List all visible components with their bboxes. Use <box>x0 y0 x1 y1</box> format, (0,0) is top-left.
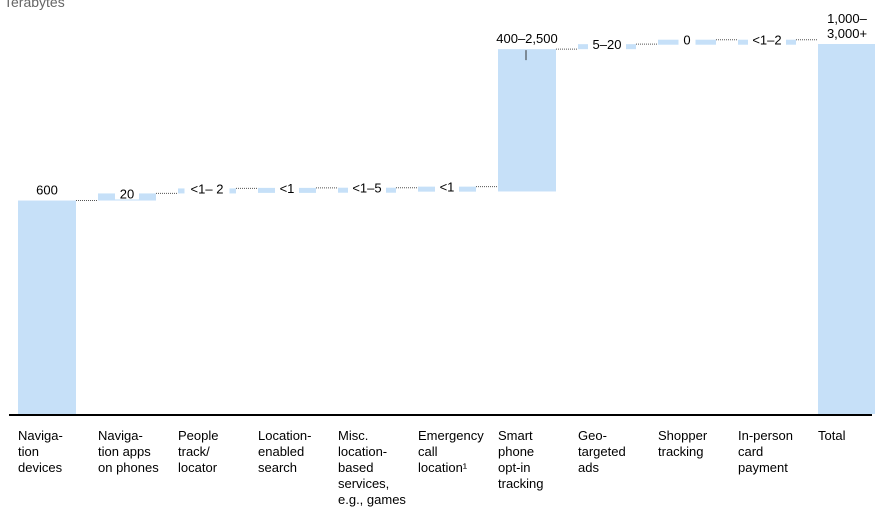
data-label-bg <box>588 36 626 51</box>
category-label: People track/locator <box>178 428 218 475</box>
category-label-line: tion apps <box>98 444 151 459</box>
data-label-bg <box>678 31 696 46</box>
data-label-line: 400–2,500 <box>496 31 557 46</box>
data-label-bg <box>435 178 459 193</box>
category-label-line: card <box>738 444 763 459</box>
category-label-line: Naviga- <box>98 428 143 443</box>
category-label-line: opt-in <box>498 460 531 475</box>
category-label: Total <box>818 428 846 443</box>
category-label: Shopper tracking <box>658 428 708 459</box>
category-label-line: location- <box>338 444 387 459</box>
category-label-line: based <box>338 460 373 475</box>
category-label-line: tion <box>18 444 39 459</box>
data-label: 1,000– 3,000+ <box>827 11 868 41</box>
category-label: In-person card payment <box>738 428 793 475</box>
category-label-line: People <box>178 428 218 443</box>
category-label: Naviga-tion devices <box>18 428 63 475</box>
data-label: <1–5 <box>352 181 381 196</box>
data-label-line: 1,000– <box>827 11 868 26</box>
data-label-line: 5–20 <box>593 37 622 52</box>
waterfall-bar <box>818 44 875 414</box>
data-label: <1 <box>280 181 295 196</box>
waterfall-bar <box>18 200 76 414</box>
data-label: <1–2 <box>752 33 781 48</box>
data-label-bg <box>184 180 230 195</box>
category-label-line: ads <box>578 460 599 475</box>
category-label-line: In-person <box>738 428 793 443</box>
category-label-line: search <box>258 460 297 475</box>
category-label: Misc. location-based services, e.g., games <box>338 428 406 507</box>
category-label-line: Naviga- <box>18 428 63 443</box>
data-label-bg <box>115 185 139 200</box>
data-label: 20 <box>120 186 134 201</box>
category-label-line: track/ <box>178 444 210 459</box>
unit-label: Terabytes <box>4 0 65 10</box>
category-label-line: devices <box>18 460 63 475</box>
category-label-line: tracking <box>658 444 704 459</box>
data-label-bg <box>348 179 386 194</box>
data-label-line: <1 <box>440 180 455 195</box>
data-label-line: 3,000+ <box>827 26 867 41</box>
category-label-line: Geo- <box>578 428 607 443</box>
category-label: Geo-targeted ads <box>578 428 626 475</box>
category-label-line: tracking <box>498 476 544 491</box>
data-label-line: 20 <box>120 186 134 201</box>
data-label-bg <box>275 179 299 194</box>
category-label: Location-enabled search <box>258 428 311 475</box>
category-label-line: Misc. <box>338 428 368 443</box>
data-label-bg <box>748 31 786 46</box>
category-label-line: locator <box>178 460 218 475</box>
data-label: 600 <box>36 183 58 198</box>
category-label-line: targeted <box>578 444 626 459</box>
category-label-line: location¹ <box>418 460 468 475</box>
data-label: <1– 2 <box>191 181 224 196</box>
category-label-line: Shopper <box>658 428 708 443</box>
data-label-line: <1–5 <box>352 181 381 196</box>
data-label-line: <1 <box>280 181 295 196</box>
category-label: Smart phone opt-in tracking <box>498 428 544 491</box>
data-label-line: <1– 2 <box>191 181 224 196</box>
data-label-line: 600 <box>36 183 58 198</box>
category-label-line: phone <box>498 444 534 459</box>
data-label-line: 0 <box>683 33 690 48</box>
category-label-line: call <box>418 444 438 459</box>
category-label-line: Emergency <box>418 428 484 443</box>
category-label-line: on phones <box>98 460 159 475</box>
data-label: 0 <box>683 33 690 48</box>
category-label-line: Total <box>818 428 846 443</box>
category-label-line: e.g., games <box>338 492 406 507</box>
category-label: Emergency call location¹ <box>418 428 484 475</box>
waterfall-bar <box>498 49 556 192</box>
data-label-line: <1–2 <box>752 33 781 48</box>
category-label-line: payment <box>738 460 788 475</box>
category-label-line: services, <box>338 476 389 491</box>
data-label: 5–20 <box>593 37 622 52</box>
category-label-line: Smart <box>498 428 533 443</box>
category-label-line: enabled <box>258 444 304 459</box>
category-label: Naviga-tion apps on phones <box>98 428 159 475</box>
data-label: <1 <box>440 180 455 195</box>
data-label: 400–2,500 <box>496 31 557 46</box>
category-label-line: Location- <box>258 428 311 443</box>
